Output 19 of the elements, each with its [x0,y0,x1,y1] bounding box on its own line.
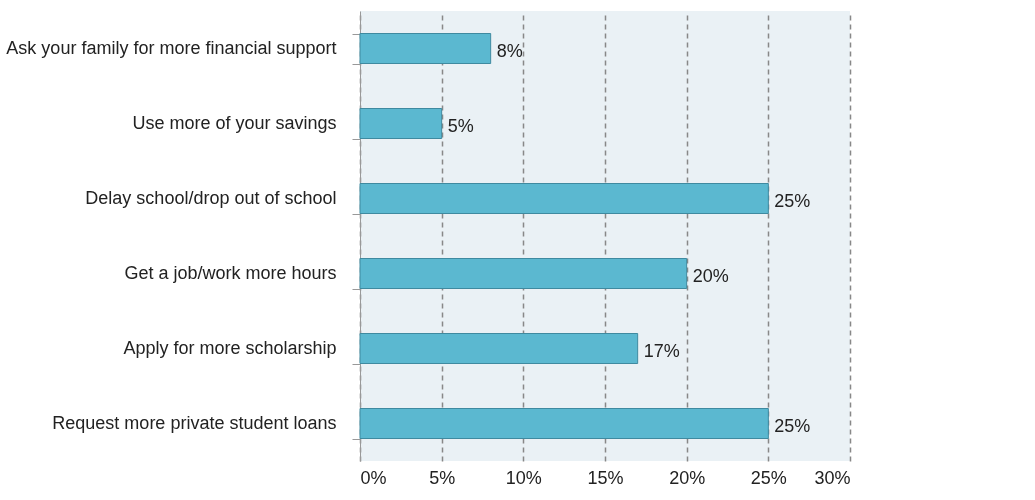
data-label: 5% [447,115,474,136]
y-tick-label: Get a job/work more hours [124,263,337,283]
x-tick-label: 30% [814,467,851,488]
y-tick-label: Delay school/drop out of school [85,188,337,208]
x-tick-label: 10% [505,467,542,488]
y-tick-label: Request more private student loans [52,413,337,433]
x-tick-label: 25% [750,467,787,488]
data-label: 20% [692,265,729,286]
y-tick-label: Apply for more scholarship [123,338,337,358]
y-tick-label: Use more of your savings [132,113,337,133]
data-label: 25% [774,190,811,211]
x-tick-label: 0% [360,467,387,488]
data-label: 17% [643,340,680,361]
data-label: 25% [774,415,811,436]
data-label: 8% [496,40,523,61]
x-tick-label: 15% [587,467,624,488]
x-tick-label: 5% [429,467,456,488]
x-tick-label: 20% [669,467,706,488]
y-tick-label: Ask your family for more financial support [6,38,337,58]
